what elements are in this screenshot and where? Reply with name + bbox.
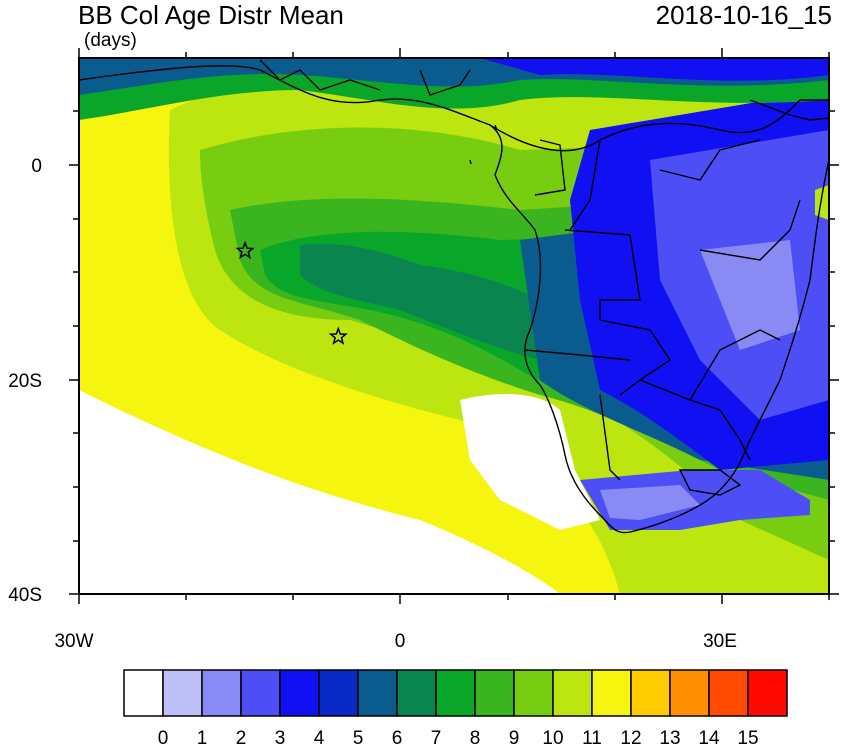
units-label: (days) [84, 30, 137, 51]
colorbar-label: 4 [313, 728, 325, 749]
colorbar-swatch [708, 669, 749, 717]
colorbar-label: 7 [430, 728, 442, 749]
colorbar-label: 11 [582, 728, 602, 749]
colorbar-swatch [435, 669, 476, 717]
map-field [79, 58, 829, 594]
coastlines [79, 59, 829, 534]
colorbar-label: 8 [469, 728, 481, 749]
x-ticks [78, 48, 830, 604]
y-tick-label-0: 0 [31, 156, 42, 177]
colorbar-swatch [591, 669, 632, 717]
colorbar-label: 6 [391, 728, 403, 749]
map-title: BB Col Age Distr Mean [78, 0, 344, 30]
colorbar-swatch [552, 669, 593, 717]
x-tick-label-0: 0 [395, 631, 406, 652]
colorbar-label: 13 [659, 728, 681, 749]
y-tick-label-40s: 40S [8, 585, 42, 606]
x-tick-label-30w: 30W [54, 631, 93, 652]
colorbar-swatch [240, 669, 281, 717]
colorbar-label: 15 [737, 728, 759, 749]
colorbar-swatch [474, 669, 515, 717]
colorbar-swatch [162, 669, 203, 717]
colorbar-swatch [747, 669, 788, 717]
colorbar-swatch [279, 669, 320, 717]
colorbar-label: 1 [196, 728, 208, 749]
colorbar-swatch [513, 669, 554, 717]
colorbar-swatch [396, 669, 437, 717]
colorbar-label: 3 [274, 728, 286, 749]
colorbar-swatch [318, 669, 359, 717]
star-marker-north [235, 240, 255, 260]
y-ticks [69, 110, 839, 595]
colorbar-swatch [123, 669, 164, 717]
colorbar-label: 2 [235, 728, 247, 749]
colorbar [123, 669, 788, 717]
colorbar-label: 5 [352, 728, 364, 749]
colorbar-label: 14 [698, 728, 720, 749]
colorbar-swatch [357, 669, 398, 717]
marker-layer [235, 240, 348, 345]
x-tick-label-30e: 30E [703, 631, 737, 652]
colorbar-swatch [669, 669, 710, 717]
colorbar-label: 0 [157, 728, 169, 749]
colorbar-swatch [630, 669, 671, 717]
star-marker-south [328, 326, 348, 345]
y-tick-label-20s: 20S [8, 371, 42, 392]
colorbar-label: 10 [542, 728, 564, 749]
colorbar-label: 9 [508, 728, 520, 749]
colorbar-label: 12 [620, 728, 642, 749]
colorbar-swatch [201, 669, 242, 717]
datetime-label: 2018-10-16_15 [655, 0, 832, 30]
